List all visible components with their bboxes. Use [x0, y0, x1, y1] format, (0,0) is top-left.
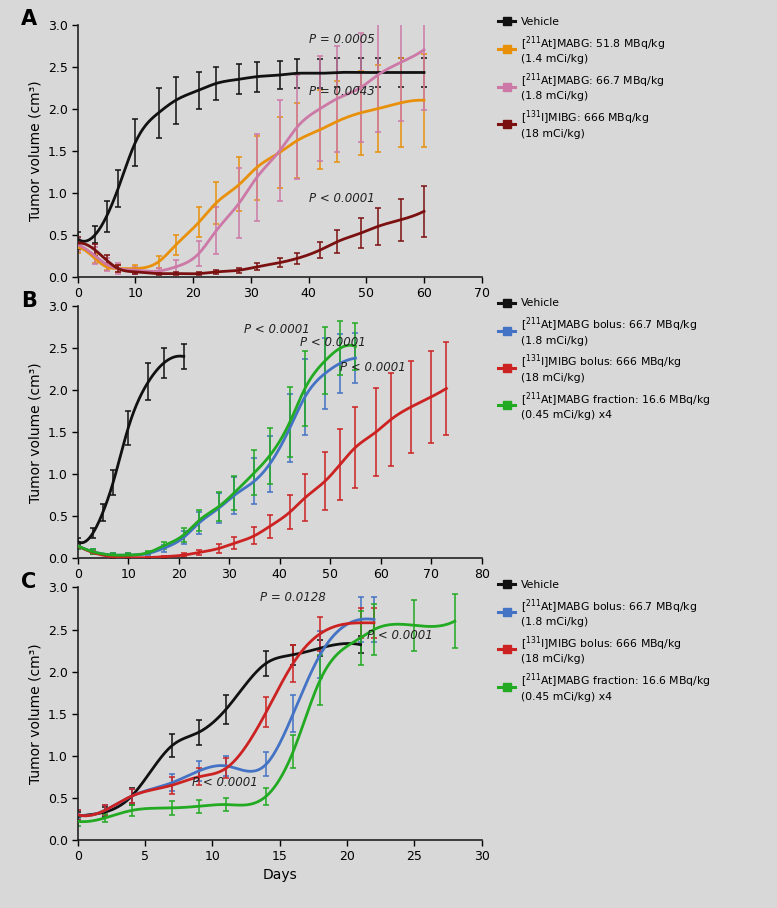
Legend: Vehicle, $[^{211}$At]MABG: 51.8 MBq/kg
(1.4 mCi/kg), $[^{211}$At]MABG: 66.7 MBq/: Vehicle, $[^{211}$At]MABG: 51.8 MBq/kg (…	[498, 17, 665, 139]
Y-axis label: Tumor volume (cm³): Tumor volume (cm³)	[29, 644, 43, 784]
X-axis label: Days: Days	[263, 868, 297, 883]
Legend: Vehicle, $[^{211}$At]MABG bolus: 66.7 MBq/kg
(1.8 mCi/kg), $[^{131}$I]MIBG bolus: Vehicle, $[^{211}$At]MABG bolus: 66.7 MB…	[498, 299, 710, 420]
Text: P = 0.0005: P = 0.0005	[308, 34, 375, 46]
Text: P = 0.0043: P = 0.0043	[308, 85, 375, 98]
Text: P < 0.0001: P < 0.0001	[300, 336, 366, 349]
Text: A: A	[21, 9, 37, 29]
Text: P < 0.0001: P < 0.0001	[192, 776, 258, 789]
Text: P < 0.0001: P < 0.0001	[244, 323, 310, 336]
X-axis label: Days: Days	[263, 587, 297, 601]
Text: C: C	[21, 572, 37, 592]
Text: P < 0.0001: P < 0.0001	[340, 360, 406, 374]
Text: P < 0.0001: P < 0.0001	[308, 192, 375, 205]
Text: B: B	[21, 291, 37, 311]
Text: P < 0.0001: P < 0.0001	[368, 629, 433, 642]
Y-axis label: Tumor volume (cm³): Tumor volume (cm³)	[29, 362, 43, 502]
Legend: Vehicle, $[^{211}$At]MABG bolus: 66.7 MBq/kg
(1.8 mCi/kg), $[^{131}$I]MIBG bolus: Vehicle, $[^{211}$At]MABG bolus: 66.7 MB…	[498, 580, 710, 702]
X-axis label: Days: Days	[263, 305, 297, 320]
Y-axis label: Tumor volume (cm³): Tumor volume (cm³)	[29, 81, 43, 221]
Text: P = 0.0128: P = 0.0128	[260, 591, 326, 604]
